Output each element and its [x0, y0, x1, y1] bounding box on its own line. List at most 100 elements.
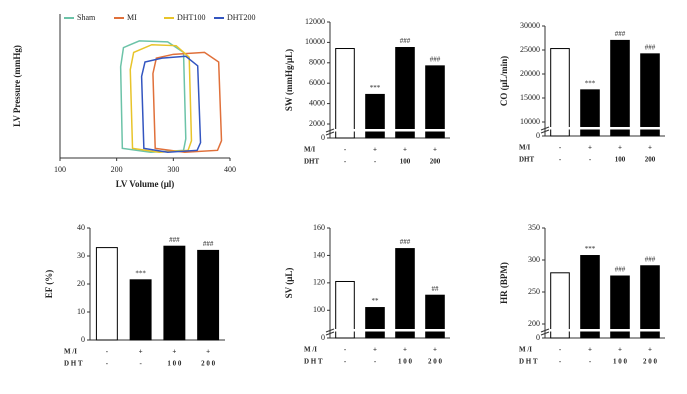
bar	[95, 247, 118, 341]
y-tick-label: 200	[528, 319, 540, 328]
y-axis-label: SV (μL)	[284, 268, 294, 299]
row-value: -	[589, 156, 592, 164]
y-tick-label: 0	[536, 333, 540, 342]
significance-label: ###	[645, 255, 656, 263]
bar-break	[609, 329, 631, 332]
legend-label: DHT100	[177, 13, 205, 22]
row-value: +	[206, 348, 210, 356]
bar-break	[579, 127, 601, 130]
bar-break	[579, 329, 601, 332]
x-tick-label: 300	[167, 165, 179, 174]
pv-loop	[140, 55, 202, 153]
bar-break	[549, 329, 571, 332]
y-tick-label: 0	[321, 333, 325, 342]
row-label: D H T	[304, 358, 323, 366]
y-tick-label: 10000	[305, 37, 325, 46]
row-value: +	[403, 346, 407, 354]
significance-label: ###	[400, 37, 411, 45]
row-value: 2 0 0	[428, 358, 443, 366]
axis-break	[540, 126, 550, 134]
y-axis-label: SW (mmHg/μL)	[284, 49, 294, 111]
row-value: -	[106, 348, 109, 356]
significance-label: ###	[430, 55, 441, 63]
row-value: -	[374, 358, 377, 366]
y-tick-label: 25000	[520, 45, 540, 54]
bar	[640, 53, 660, 137]
row-value: +	[403, 146, 407, 154]
row-value: -	[589, 358, 592, 366]
bar	[640, 265, 660, 339]
bar	[129, 279, 152, 341]
y-tick-label: 2000	[309, 119, 325, 128]
row-value: -	[559, 346, 562, 354]
bar-break	[394, 129, 416, 132]
y-tick-label: 0	[536, 131, 540, 140]
significance-label: ***	[585, 245, 596, 253]
bar	[365, 93, 385, 139]
row-value: +	[373, 146, 377, 154]
bar-break	[334, 329, 356, 332]
row-value: -	[374, 158, 377, 166]
bar-break	[424, 329, 446, 332]
significance-label: ***	[135, 269, 146, 277]
bar-break	[639, 329, 661, 332]
row-value: -	[106, 360, 109, 368]
row-value: 100	[400, 158, 411, 166]
bar	[163, 245, 186, 341]
y-tick-label: 0	[321, 133, 325, 142]
row-value: +	[139, 348, 143, 356]
y-tick-label: 300	[528, 255, 540, 264]
row-value: +	[433, 146, 437, 154]
row-label: M /I	[519, 346, 532, 354]
y-axis-label: HR (BPM)	[499, 262, 509, 304]
row-value: -	[344, 158, 347, 166]
y-tick-label: 250	[528, 287, 540, 296]
y-tick-label: 4000	[309, 98, 325, 107]
y-tick-label: 20	[77, 279, 85, 288]
row-value: +	[618, 144, 622, 152]
y-tick-label: 30	[77, 251, 85, 260]
significance-label: ###	[203, 240, 214, 248]
row-value: 200	[645, 156, 656, 164]
y-tick-label: 20000	[520, 69, 540, 78]
y-axis-label: CO (μL/min)	[499, 56, 509, 106]
pv-loop	[129, 43, 193, 153]
bar	[395, 248, 415, 339]
row-value: +	[648, 346, 652, 354]
row-value: +	[618, 346, 622, 354]
row-label: DHT	[519, 156, 535, 164]
significance-label: ###	[615, 30, 626, 38]
y-tick-label: 10	[77, 307, 85, 316]
row-value: +	[433, 346, 437, 354]
x-axis-label: LV Volume (μl)	[116, 179, 175, 189]
row-value: +	[373, 346, 377, 354]
row-value: +	[588, 346, 592, 354]
significance-label: ***	[370, 84, 381, 92]
significance-label: ***	[585, 79, 596, 87]
y-tick-label: 10000	[520, 117, 540, 126]
row-value: -	[344, 358, 347, 366]
bar-break	[609, 127, 631, 130]
row-value: -	[559, 156, 562, 164]
axis-break	[325, 128, 335, 136]
row-value: +	[172, 348, 176, 356]
row-value: +	[648, 144, 652, 152]
bar-break	[639, 127, 661, 130]
row-value: -	[344, 146, 347, 154]
bar	[580, 255, 600, 339]
axis-break	[325, 328, 335, 336]
row-label: M /I	[304, 346, 317, 354]
bar-break	[394, 329, 416, 332]
bar	[365, 307, 385, 339]
y-tick-label: 140	[313, 250, 325, 259]
row-value: 100	[615, 156, 626, 164]
bar	[550, 48, 570, 137]
bar	[197, 249, 220, 341]
y-tick-label: 350	[528, 223, 540, 232]
row-value: 1 0 0	[398, 358, 413, 366]
y-tick-label: 6000	[309, 78, 325, 87]
row-label: M/I	[519, 144, 531, 152]
significance-label: ###	[645, 43, 656, 51]
row-label: M /I	[64, 348, 77, 356]
row-value: +	[588, 144, 592, 152]
